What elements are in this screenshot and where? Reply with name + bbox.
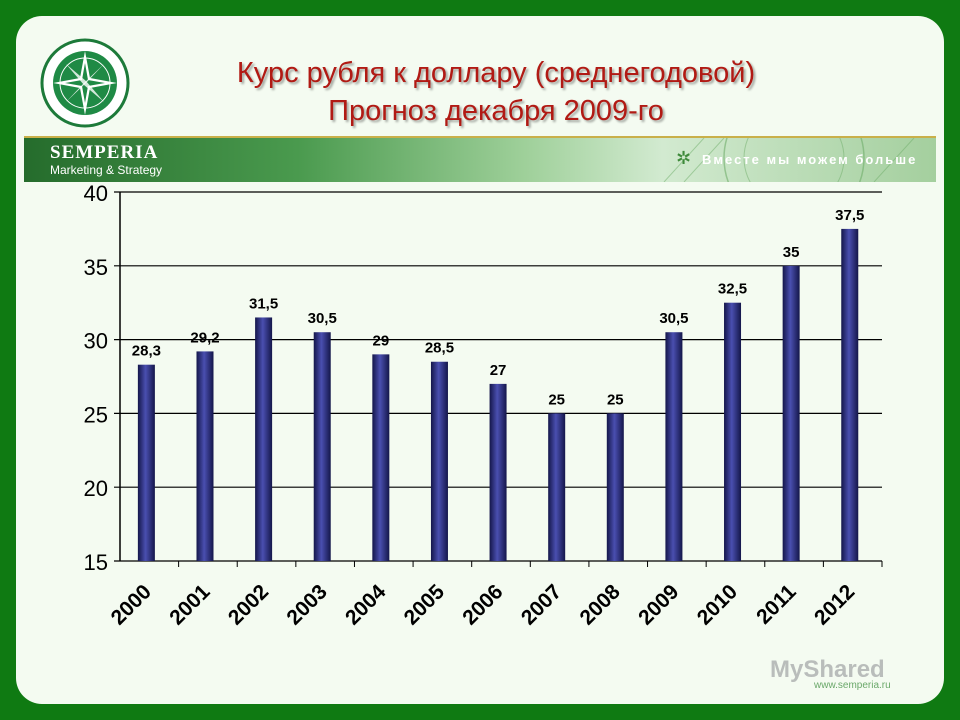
x-tick-label: 2005	[400, 580, 450, 630]
data-label: 35	[783, 244, 800, 261]
data-label: 29,2	[190, 329, 219, 346]
x-tick-label: 2000	[107, 580, 156, 629]
bar-2001	[196, 351, 214, 561]
title-line-2: Прогноз декабря 2009-го	[328, 95, 664, 127]
x-tick-label: 2009	[634, 580, 683, 629]
data-label: 30,5	[659, 310, 688, 327]
bar-2011	[782, 265, 800, 561]
x-tick-label: 2004	[341, 580, 391, 630]
semperia-logo-icon	[40, 38, 130, 128]
x-tick-label: 2007	[517, 580, 566, 629]
slide: Курс рубля к доллару (среднегодовой) Про…	[16, 16, 944, 704]
brand-banner: SEMPERIA Marketing & Strategy ✲ Вместе м…	[24, 136, 936, 182]
data-label: 27	[490, 362, 507, 379]
data-label: 32,5	[718, 281, 747, 298]
site-url: www.semperia.ru	[814, 680, 891, 691]
watermark: MyShared	[770, 656, 885, 683]
bar-chart: 15 20 25 30 35 40 28,3 2000 29,2 2001 31,5 2002 30,5…	[84, 181, 883, 630]
data-label: 29	[372, 332, 389, 349]
data-label: 25	[607, 391, 624, 408]
bar-2003	[313, 332, 331, 561]
slide-title: Курс рубля к доллару (среднегодовой) Про…	[146, 54, 846, 130]
x-tick-label: 2002	[224, 580, 273, 629]
y-tick-label: 25	[84, 402, 108, 427]
y-tick-label: 15	[84, 550, 108, 575]
data-label: 25	[548, 391, 565, 408]
brand-name: SEMPERIA	[50, 142, 159, 163]
data-label: 37,5	[835, 207, 864, 224]
data-label: 31,5	[249, 295, 278, 312]
y-tick-label: 35	[84, 255, 108, 280]
bar-2006	[489, 383, 507, 561]
x-tick-label: 2006	[458, 580, 507, 629]
bar-2000	[137, 364, 155, 561]
bar-2008	[606, 413, 624, 561]
x-tick-label: 2010	[693, 580, 742, 629]
title-line-1: Курс рубля к доллару (среднегодовой)	[236, 57, 756, 89]
bar-2007	[548, 413, 566, 561]
data-label: 28,3	[132, 343, 161, 360]
x-tick-label: 2011	[752, 580, 801, 629]
brand-subtitle: Marketing & Strategy	[50, 163, 163, 177]
brand-slogan: Вместе мы можем больше	[702, 152, 918, 167]
y-tick-label: 20	[84, 476, 108, 501]
x-tick-label: 2008	[576, 580, 626, 630]
bar-2004	[372, 354, 390, 561]
bar-2005	[430, 361, 448, 561]
data-label: 30,5	[308, 310, 337, 327]
x-tick-label: 2001	[165, 580, 215, 630]
bar-2002	[255, 317, 273, 561]
y-tick-label: 40	[84, 181, 108, 206]
y-tick-label: 30	[84, 329, 108, 354]
star-icon: ✲	[676, 148, 692, 168]
data-label: 28,5	[425, 340, 454, 357]
ornament-icon	[663, 138, 915, 182]
bar-2010	[724, 302, 742, 561]
x-tick-label: 2003	[282, 580, 331, 629]
bar-2012	[841, 228, 859, 561]
x-tick-label: 2012	[810, 580, 859, 629]
bar-2009	[665, 332, 683, 561]
